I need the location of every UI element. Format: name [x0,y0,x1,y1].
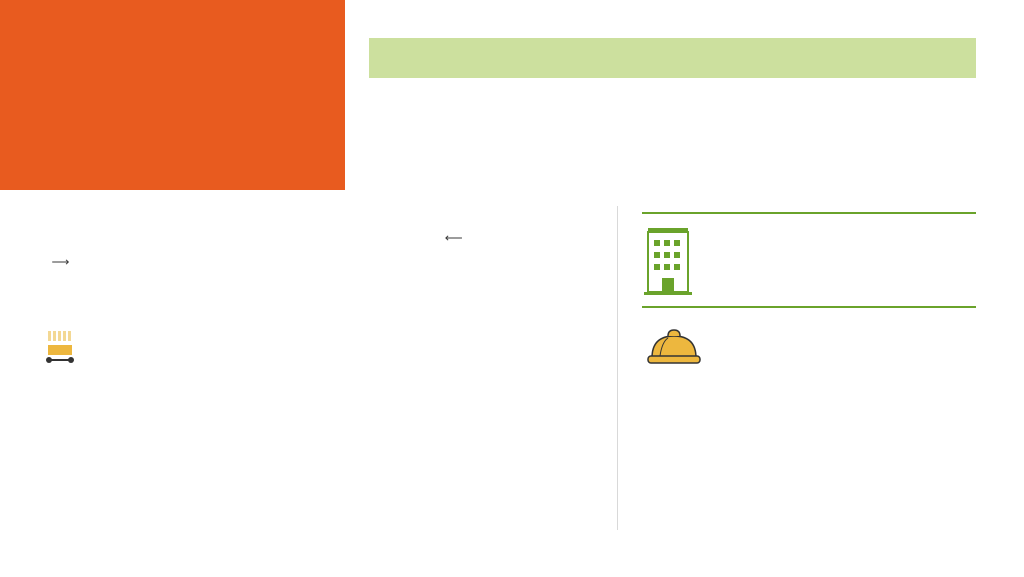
legend-swatch-itc [48,331,72,341]
chart-note-right: ⟵ [445,230,593,247]
chart-legend [48,331,177,361]
progress-bar [369,38,976,98]
progress-panel [345,0,1024,190]
title-block [0,0,345,190]
chart-section: ⟶ ⟵ [48,206,618,530]
jobs-panel [618,206,976,530]
chart-note-left: ⟶ [48,254,177,271]
hardhat-icon [646,324,702,368]
cost-chart [177,220,427,455]
legend-swatch-solar [48,345,72,355]
building-icon [642,224,694,296]
legend-line-peco [48,359,72,361]
